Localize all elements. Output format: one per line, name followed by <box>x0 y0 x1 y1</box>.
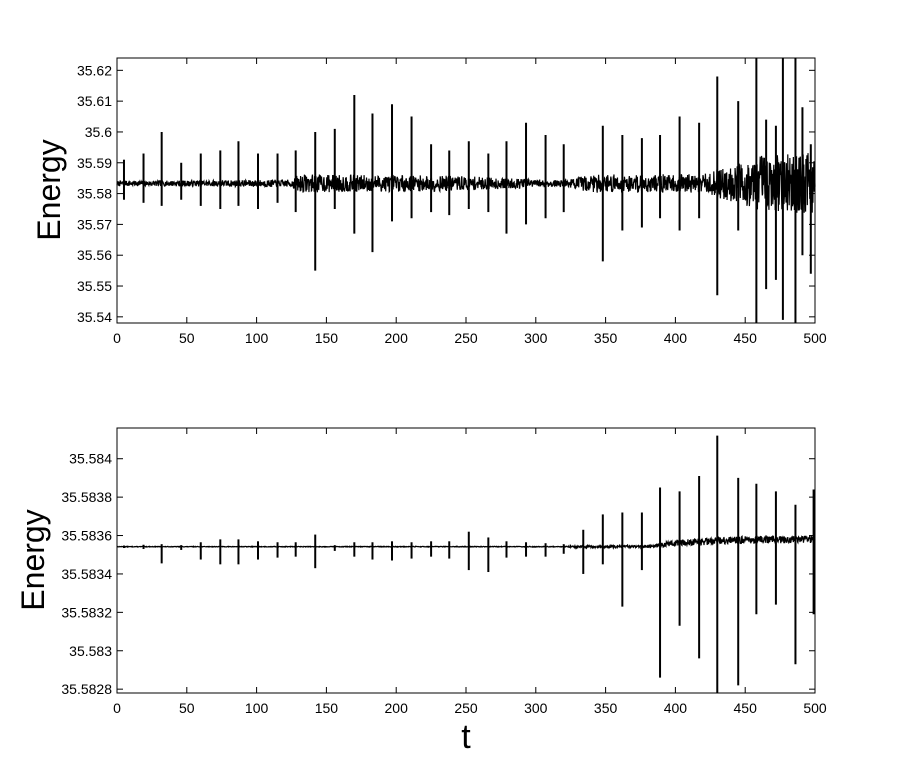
energy-chart-bottom: 0 50 100 150 200 250 300 350 400 450 500 35.582835… <box>15 427 827 756</box>
x-tick: 200 <box>385 58 409 346</box>
x-tick-label: 400 <box>664 700 688 716</box>
x-tick: 100 <box>245 428 269 716</box>
x-tick-label: 200 <box>385 330 409 346</box>
x-tick-label: 450 <box>734 700 758 716</box>
x-tick: 450 <box>734 428 758 716</box>
spikes-top <box>122 58 812 323</box>
y-tick-label: 35.584 <box>69 451 112 467</box>
y-tick: 35.583 <box>69 643 815 659</box>
y-tick: 35.57 <box>77 216 815 232</box>
x-tick: 0 <box>113 58 121 346</box>
y-tick: 35.5834 <box>61 566 815 582</box>
x-tick-label: 350 <box>594 330 618 346</box>
x-tick-label: 200 <box>385 700 409 716</box>
x-tick-label: 50 <box>179 330 195 346</box>
y-tick: 35.61 <box>77 93 815 109</box>
y-tick-label: 35.55 <box>77 278 112 294</box>
plot-area-bottom <box>116 427 816 694</box>
y-tick-label: 35.583 <box>69 643 112 659</box>
y-tick-label: 35.58 <box>77 186 112 202</box>
y-tick: 35.6 <box>85 124 815 140</box>
y-tick: 35.55 <box>77 278 815 294</box>
x-tick-label: 300 <box>524 700 548 716</box>
y-tick-label: 35.6 <box>85 124 112 140</box>
x-tick: 50 <box>179 428 195 716</box>
y-tick-label: 35.62 <box>77 62 112 78</box>
y-tick: 35.62 <box>77 62 815 78</box>
x-tick-label: 100 <box>245 330 269 346</box>
x-tick: 300 <box>524 58 548 346</box>
x-tick-label: 250 <box>454 700 478 716</box>
spikes-bottom <box>122 435 815 693</box>
x-tick-label: 150 <box>315 330 339 346</box>
x-tick-label: 300 <box>524 330 548 346</box>
y-tick-label: 35.5828 <box>61 681 112 697</box>
x-axis-ticks-bottom: 0 50 100 150 200 250 300 350 400 450 500 <box>113 428 827 716</box>
x-axis-label-bottom: t <box>461 718 471 756</box>
x-tick: 400 <box>664 428 688 716</box>
x-tick: 500 <box>803 58 827 346</box>
y-tick-label: 35.54 <box>77 309 112 325</box>
x-tick: 0 <box>113 428 121 716</box>
y-tick: 35.54 <box>77 309 815 325</box>
x-tick: 200 <box>385 428 409 716</box>
x-tick-label: 0 <box>113 700 121 716</box>
x-tick: 450 <box>734 58 758 346</box>
x-tick-label: 150 <box>315 700 339 716</box>
x-tick-label: 50 <box>179 700 195 716</box>
y-tick: 35.58 <box>77 186 815 202</box>
x-tick: 150 <box>315 428 339 716</box>
x-tick-label: 250 <box>454 330 478 346</box>
x-tick-label: 0 <box>113 330 121 346</box>
y-tick-label: 35.59 <box>77 155 112 171</box>
x-tick: 50 <box>179 58 195 346</box>
x-tick: 500 <box>803 428 827 716</box>
y-tick: 35.59 <box>77 155 815 171</box>
y-tick-label: 35.5834 <box>61 566 112 582</box>
x-tick: 300 <box>524 428 548 716</box>
y-axis-ticks-bottom: 35.5828 35.583 35.5832 35.5834 35.5836 35.583… <box>61 451 815 697</box>
y-tick: 35.56 <box>77 247 815 263</box>
x-tick-label: 500 <box>803 700 827 716</box>
y-tick-label: 35.5838 <box>61 489 112 505</box>
y-axis-label-top: Energy <box>31 139 67 240</box>
y-tick-label: 35.5836 <box>61 528 112 544</box>
x-axis-ticks-top: 0 50 100 150 200 250 300 350 400 450 500 <box>113 58 827 346</box>
x-tick-label: 100 <box>245 700 269 716</box>
y-tick: 35.5838 <box>61 489 815 505</box>
x-tick: 400 <box>664 58 688 346</box>
x-tick: 150 <box>315 58 339 346</box>
x-tick-label: 450 <box>734 330 758 346</box>
y-tick-label: 35.5832 <box>61 604 112 620</box>
y-tick: 35.584 <box>69 451 815 467</box>
x-tick: 350 <box>594 58 618 346</box>
x-tick: 350 <box>594 428 618 716</box>
y-tick-label: 35.56 <box>77 247 112 263</box>
y-tick-label: 35.57 <box>77 216 112 232</box>
x-tick: 100 <box>245 58 269 346</box>
x-tick-label: 350 <box>594 700 618 716</box>
y-tick: 35.5836 <box>61 528 815 544</box>
y-tick: 35.5832 <box>61 604 815 620</box>
y-axis-ticks-top: 35.54 35.55 35.56 35.57 35.58 35.59 35.6 35.61 3… <box>77 62 815 325</box>
x-tick-label: 500 <box>803 330 827 346</box>
y-tick: 35.5828 <box>61 681 815 697</box>
y-axis-label-bottom: Energy <box>15 509 51 610</box>
x-tick: 250 <box>454 58 478 346</box>
energy-chart-top: 0 50 100 150 200 250 300 350 400 450 500 35.5435.5… <box>31 57 827 346</box>
x-tick-label: 400 <box>664 330 688 346</box>
y-tick-label: 35.61 <box>77 93 112 109</box>
x-tick: 250 <box>454 428 478 716</box>
